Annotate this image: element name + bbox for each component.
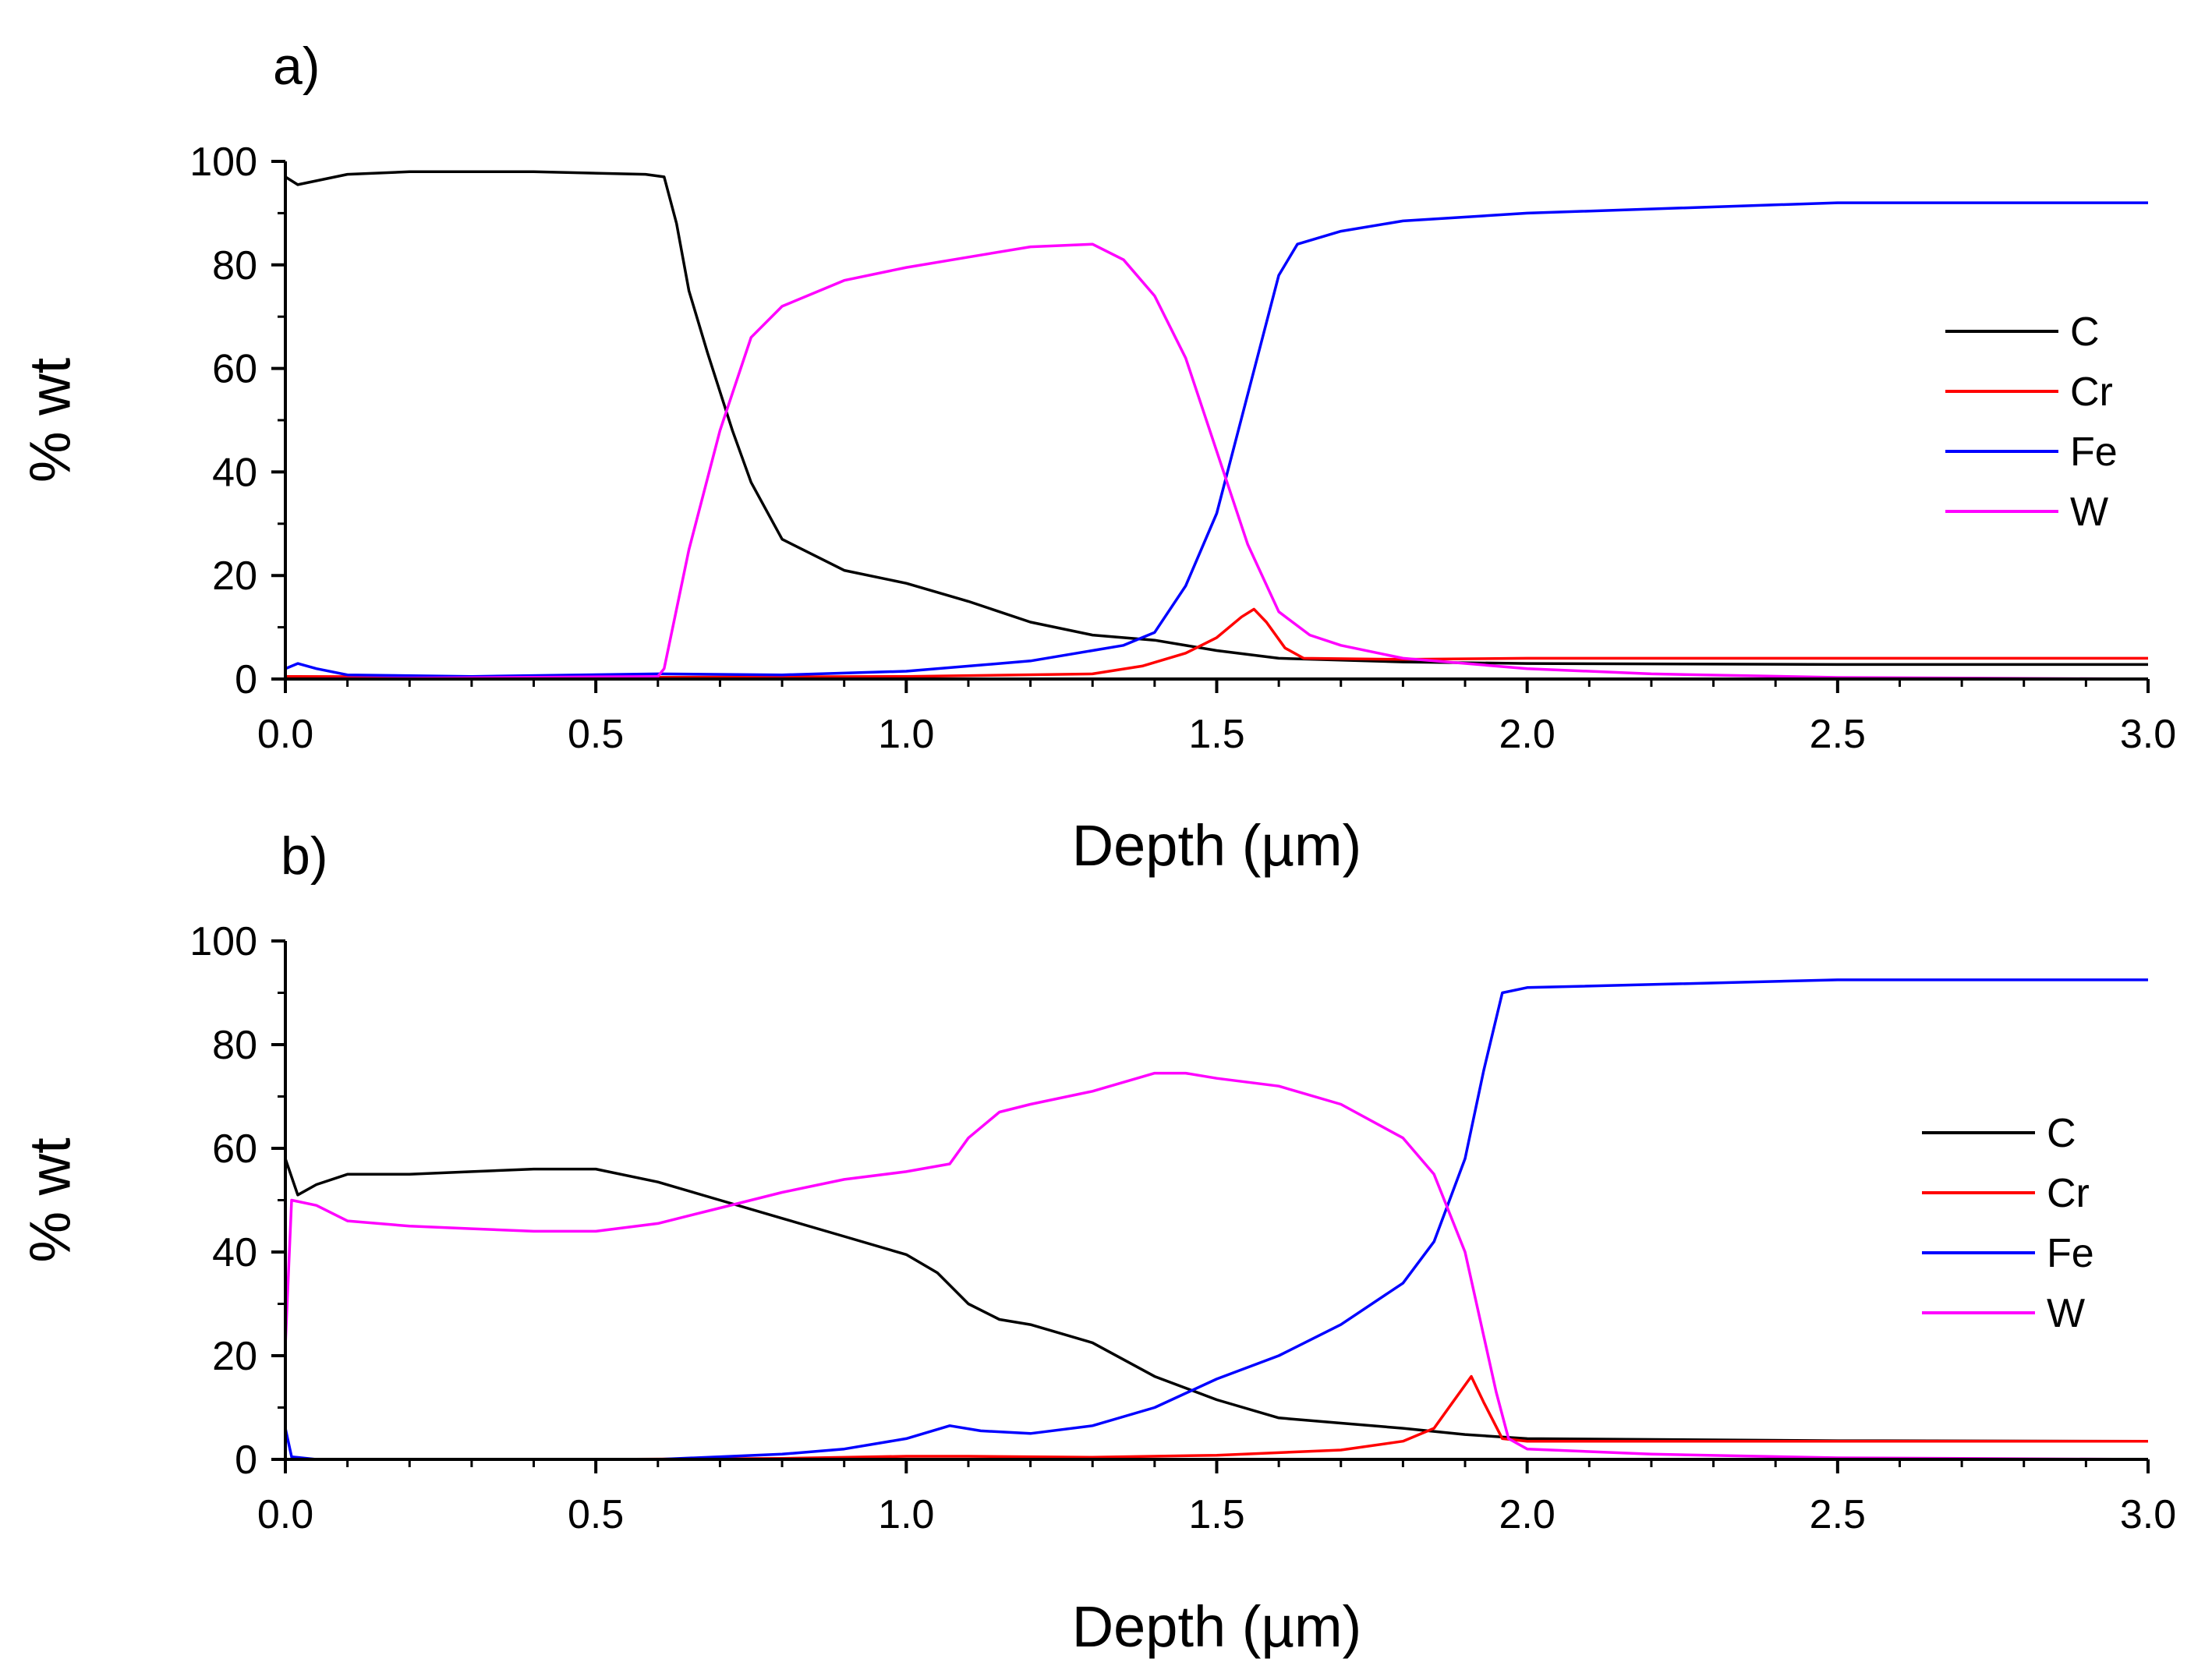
x-tick-label: 0.0 (257, 1492, 313, 1537)
x-tick-label: 0.5 (568, 712, 624, 757)
y-tick-label: 100 (189, 919, 257, 964)
panel-label: b) (281, 826, 327, 886)
series-line-w (285, 242, 2149, 681)
y-tick-label: 40 (212, 450, 257, 495)
x-tick-label: 1.0 (878, 712, 934, 757)
x-tick-label: 0.5 (568, 1492, 624, 1537)
x-tick-label: 3.0 (2120, 712, 2176, 757)
y-tick-label: 40 (212, 1230, 257, 1275)
y-tick-label: 60 (212, 347, 257, 392)
y-tick-label: 100 (189, 140, 257, 185)
legend-label-c: C (2047, 1111, 2076, 1156)
panel-a: a) 0.0 0.5 1.0 1.5 2.0 2.5 3.0 0 20 40 60 80 100 Depth… (18, 37, 2177, 878)
series-line-c (284, 1158, 2149, 1443)
legend-label-cr: Cr (2070, 370, 2113, 415)
y-axis-title: % wt (18, 1137, 83, 1263)
panel-b: b) 0.0 0.5 1.0 1.5 2.0 2.5 3.0 0 20 40 60 80 100 Depth… (18, 826, 2177, 1659)
legend-label-fe: Fe (2047, 1231, 2094, 1276)
x-tick-label: 1.0 (878, 1492, 934, 1537)
x-tick-label: 1.5 (1188, 1492, 1244, 1537)
x-axis-title: Depth (µm) (1072, 1594, 1362, 1659)
legend-label-w: W (2070, 490, 2108, 535)
legend-label-c: C (2070, 309, 2100, 355)
x-tick-label: 2.0 (1499, 712, 1555, 757)
series-line-fe (284, 978, 2148, 1461)
y-tick-label: 20 (212, 1334, 257, 1379)
y-tick-label: 0 (235, 657, 257, 702)
y-axis-title: % wt (18, 357, 83, 483)
x-tick-label: 2.5 (1810, 1492, 1866, 1537)
x-tick-label: 2.0 (1499, 1492, 1555, 1537)
y-tick-label: 20 (212, 554, 257, 599)
series-line-cr (285, 607, 2148, 679)
x-tick-label: 3.0 (2120, 1492, 2176, 1537)
panel-label: a) (273, 37, 320, 96)
legend-label-w: W (2047, 1291, 2085, 1336)
y-tick-label: 60 (212, 1126, 257, 1172)
y-tick-label: 80 (212, 243, 257, 288)
x-tick-label: 1.5 (1188, 712, 1244, 757)
series-line-fe (285, 201, 2148, 678)
legend-label-fe: Fe (2070, 430, 2118, 475)
y-tick-label: 0 (235, 1438, 257, 1483)
y-tick-label: 80 (212, 1023, 257, 1068)
x-tick-label: 0.0 (257, 712, 313, 757)
series-line-cr (285, 1374, 2148, 1461)
series-line-w (284, 1071, 2149, 1461)
legend-label-cr: Cr (2047, 1171, 2090, 1216)
x-tick-label: 2.5 (1810, 712, 1866, 757)
series-line-c (285, 170, 2148, 667)
x-axis-title: Depth (µm) (1072, 813, 1362, 878)
